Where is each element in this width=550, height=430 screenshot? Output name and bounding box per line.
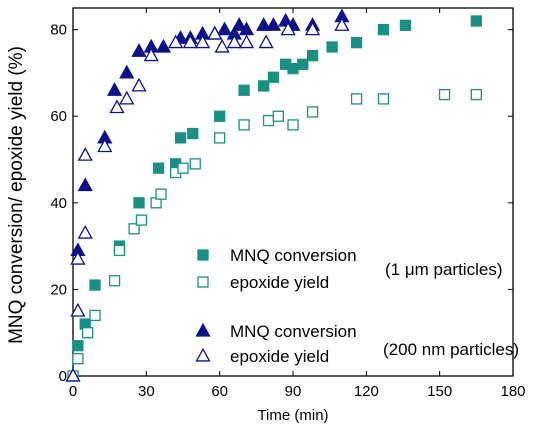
legend-marker-0 xyxy=(197,249,209,261)
point-series-3 xyxy=(226,34,242,49)
y-axis-label: MNQ conversion/ epoxide yield (%) xyxy=(6,46,27,344)
point-series-3 xyxy=(143,47,159,62)
point-series-3 xyxy=(70,250,86,265)
y-tick-label: 40 xyxy=(50,195,67,212)
point-series-3 xyxy=(334,17,350,31)
y-tick-label: 0 xyxy=(59,368,67,385)
point-series-1 xyxy=(155,188,167,200)
x-tick-label: 120 xyxy=(354,383,379,400)
point-series-1 xyxy=(177,162,189,174)
legend: MNQ conversion epoxide yield MNQ conversio… xyxy=(195,246,519,366)
point-series-0 xyxy=(350,36,363,49)
point-series-1 xyxy=(272,110,284,122)
legend-label-2: MNQ conversion xyxy=(230,322,357,341)
point-series-1 xyxy=(113,244,126,257)
point-series-0 xyxy=(174,132,187,144)
point-series-0 xyxy=(133,197,145,209)
point-series-1 xyxy=(72,353,84,365)
point-series-2 xyxy=(106,82,123,96)
point-series-1 xyxy=(135,214,148,226)
point-series-2 xyxy=(119,64,135,79)
point-series-1 xyxy=(287,119,299,131)
x-tick-label: 0 xyxy=(69,383,77,400)
point-series-2 xyxy=(155,38,172,53)
y-tick-label: 20 xyxy=(50,281,67,298)
point-series-1 xyxy=(350,93,363,105)
legend-label-0: MNQ conversion xyxy=(230,246,357,265)
point-series-3 xyxy=(65,367,81,382)
y-tick-label: 80 xyxy=(50,22,67,39)
legend-marker-3 xyxy=(195,347,211,362)
point-series-2 xyxy=(231,17,247,31)
point-series-3 xyxy=(97,138,113,153)
x-tick-label: 60 xyxy=(211,383,228,400)
point-series-2 xyxy=(216,21,233,36)
point-series-3 xyxy=(131,77,147,92)
point-series-0 xyxy=(258,80,270,92)
point-series-0 xyxy=(306,49,319,62)
point-series-3 xyxy=(258,34,274,49)
point-series-1 xyxy=(262,114,275,127)
point-series-0 xyxy=(214,110,226,122)
legend-label-3: epoxide yield xyxy=(230,347,329,366)
point-series-3 xyxy=(77,147,93,161)
point-series-1 xyxy=(470,88,482,101)
point-series-3 xyxy=(109,99,125,114)
x-tick-label: 150 xyxy=(427,383,452,400)
legend-label-1: epoxide yield xyxy=(230,273,329,292)
point-series-1 xyxy=(82,327,94,339)
point-series-0 xyxy=(399,19,412,31)
point-series-0 xyxy=(238,84,250,96)
point-series-3 xyxy=(207,25,223,40)
point-series-3 xyxy=(168,34,184,49)
point-series-3 xyxy=(182,34,198,49)
point-series-2 xyxy=(256,17,272,31)
legend-group-label: (1 μm particles) xyxy=(385,260,502,279)
point-series-2 xyxy=(265,17,282,31)
point-series-3 xyxy=(304,21,321,36)
point-series-0 xyxy=(152,162,165,174)
point-series-0 xyxy=(72,340,84,352)
point-series-1 xyxy=(377,93,390,105)
x-tick-label: 90 xyxy=(285,383,302,400)
legend-group-label: (200 nm particles) xyxy=(383,340,519,359)
point-series-3 xyxy=(70,302,86,317)
point-series-0 xyxy=(297,58,309,70)
point-series-2 xyxy=(131,43,147,57)
point-series-0 xyxy=(267,71,280,83)
point-series-3 xyxy=(194,34,211,49)
point-series-3 xyxy=(280,21,296,36)
point-series-1 xyxy=(89,309,101,322)
point-series-1 xyxy=(189,158,201,170)
data-points xyxy=(65,8,482,382)
point-series-0 xyxy=(470,15,482,27)
point-series-1 xyxy=(238,119,250,131)
point-series-0 xyxy=(326,41,338,53)
x-axis-label: Time (min) xyxy=(257,407,328,424)
point-series-0 xyxy=(377,23,390,36)
point-series-3 xyxy=(119,90,135,105)
x-tick-label: 30 xyxy=(138,383,155,400)
point-series-1 xyxy=(108,275,121,287)
legend-marker-1 xyxy=(197,276,209,288)
x-tick-label: 180 xyxy=(500,383,525,400)
point-series-3 xyxy=(77,224,93,239)
point-series-3 xyxy=(238,34,255,49)
point-series-0 xyxy=(89,279,101,291)
point-series-1 xyxy=(438,88,451,101)
y-tick-label: 60 xyxy=(50,108,67,125)
axes: 0 30 60 90 120 150 180 0 20 40 60 80 xyxy=(50,7,526,400)
point-series-1 xyxy=(214,132,226,144)
legend-marker-2 xyxy=(195,322,211,337)
point-series-1 xyxy=(128,223,140,235)
point-series-3 xyxy=(214,38,230,53)
point-series-1 xyxy=(306,106,319,118)
point-series-2 xyxy=(77,177,93,192)
point-series-0 xyxy=(187,127,199,140)
point-series-0 xyxy=(287,62,299,75)
